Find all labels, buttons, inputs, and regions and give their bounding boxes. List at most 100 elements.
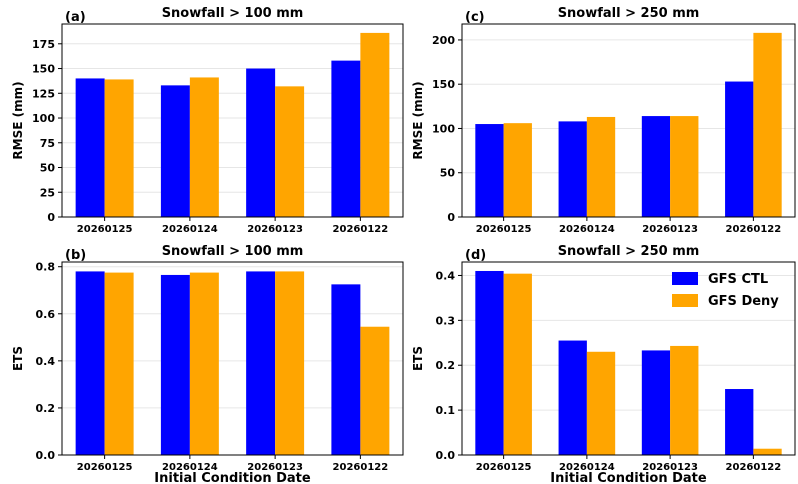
- y-tick-label: 0.4: [436, 269, 456, 282]
- y-tick-label: 100: [32, 112, 55, 125]
- bar-ctl-20260122: [331, 60, 361, 217]
- x-tick-label: 20260123: [247, 224, 303, 235]
- panel-label: (a): [65, 10, 86, 25]
- y-tick-label: 0.1: [436, 404, 456, 417]
- y-tick-label: 25: [40, 186, 55, 199]
- bar-ctl-20260122: [725, 81, 754, 217]
- y-axis-label: RMSE (mm): [411, 81, 425, 159]
- y-tick-label: 50: [440, 167, 456, 180]
- y-tick-label: 0.8: [36, 261, 56, 274]
- axes-frame: [461, 261, 796, 456]
- bar-deny-20260125: [503, 123, 532, 217]
- panel-label: (d): [465, 248, 486, 263]
- x-tick-label: 20260123: [642, 224, 698, 235]
- chart-title: Snowfall > 100 mm: [162, 6, 304, 21]
- y-tick-label: 175: [32, 38, 55, 51]
- axes-frame: [61, 23, 404, 218]
- bar-ctl-20260125: [75, 271, 105, 455]
- x-tick-label: 20260125: [476, 224, 532, 235]
- bar-deny-20260123: [670, 345, 699, 455]
- y-tick-label: 0: [47, 211, 55, 224]
- x-axis-label: Initial Condition Date: [550, 471, 707, 484]
- bar-deny-20260122: [753, 32, 782, 217]
- bar-ctl-20260122: [725, 389, 754, 455]
- chart-title: Snowfall > 100 mm: [162, 244, 304, 259]
- bar-deny-20260122: [360, 32, 390, 218]
- y-tick-label: 0.6: [36, 308, 56, 321]
- bar-deny-20260123: [670, 116, 699, 217]
- bar-ctl-20260125: [75, 78, 105, 217]
- x-tick-label: 20260125: [476, 462, 532, 473]
- bar-ctl-20260123: [641, 350, 671, 455]
- bar-deny-20260122: [360, 326, 390, 455]
- bar-deny-20260124: [189, 77, 219, 217]
- y-tick-label: 150: [32, 63, 55, 76]
- legend-swatch-deny: [672, 294, 698, 307]
- panel-d: 0.0 0.1 0.2 0.3 0.4 20260125 20260124 20260123 2…: [411, 244, 796, 484]
- x-tick-label: 20260123: [642, 462, 698, 473]
- bar-ctl-20260124: [160, 274, 190, 455]
- x-tick-label: 20260124: [559, 224, 615, 235]
- panel-a: 0 25 50 75 100 125 150 175 20260125 20260124 20260…: [11, 6, 404, 235]
- bar-deny-20260123: [275, 271, 305, 455]
- axes-frame: [461, 23, 796, 218]
- y-tick-label: 100: [432, 122, 455, 135]
- y-tick-label: 0.0: [436, 449, 456, 462]
- y-tick-label: 0.2: [36, 402, 56, 415]
- x-tick-label: 20260124: [162, 224, 218, 235]
- bar-ctl-20260125: [475, 124, 504, 217]
- bar-deny-20260124: [586, 351, 616, 455]
- bar-deny-20260125: [104, 79, 134, 217]
- y-tick-label: 125: [32, 87, 55, 100]
- legend-label-deny: GFS Deny: [708, 294, 779, 309]
- bar-ctl-20260124: [558, 340, 587, 455]
- panel-c: 0 50 100 150 200 20260125 20260124 20260123 2026…: [411, 6, 796, 235]
- bar-deny-20260125: [104, 272, 134, 455]
- bar-ctl-20260124: [160, 85, 190, 217]
- chart-title: Snowfall > 250 mm: [558, 244, 700, 259]
- bar-ctl-20260124: [558, 121, 587, 217]
- x-tick-label: 20260125: [77, 224, 133, 235]
- bar-deny-20260122: [753, 448, 782, 455]
- bar-ctl-20260123: [246, 68, 276, 218]
- panels: 0 25 50 75 100 125 150 175 20260125 20260124 20260…: [11, 6, 796, 484]
- chart-title: Snowfall > 250 mm: [558, 6, 700, 21]
- y-tick-label: 0.3: [436, 314, 456, 327]
- bar-deny-20260124: [586, 116, 616, 217]
- bar-deny-20260125: [503, 273, 532, 455]
- y-tick-label: 0.4: [36, 355, 56, 368]
- bar-ctl-20260123: [246, 271, 276, 455]
- axes-frame: [61, 261, 404, 456]
- y-tick-label: 150: [432, 78, 455, 91]
- y-tick-label: 50: [40, 162, 56, 175]
- x-tick-label: 20260124: [162, 462, 218, 473]
- bar-deny-20260123: [275, 86, 305, 217]
- y-axis-label: RMSE (mm): [11, 81, 25, 159]
- bar-ctl-20260122: [331, 284, 361, 455]
- x-tick-label: 20260122: [726, 224, 782, 235]
- y-tick-label: 0: [447, 211, 455, 224]
- x-axis-label: Initial Condition Date: [154, 471, 311, 484]
- x-tick-label: 20260122: [726, 462, 782, 473]
- y-tick-label: 0.2: [436, 359, 456, 372]
- panel-label: (c): [465, 10, 485, 25]
- bar-ctl-20260125: [475, 270, 504, 455]
- x-tick-label: 20260123: [247, 462, 303, 473]
- y-tick-label: 0.0: [36, 449, 56, 462]
- bar-deny-20260124: [189, 272, 219, 455]
- x-tick-label: 20260124: [559, 462, 615, 473]
- panel-b: 0.0 0.2 0.4 0.6 0.8 20260125 20260124 20260123 2…: [11, 244, 404, 484]
- x-tick-label: 20260122: [333, 462, 389, 473]
- bar-ctl-20260123: [641, 116, 671, 217]
- y-axis-label: ETS: [11, 346, 25, 371]
- legend-label-ctl: GFS CTL: [708, 272, 768, 287]
- legend: GFS CTL GFS Deny: [672, 272, 779, 309]
- x-tick-label: 20260122: [333, 224, 389, 235]
- y-tick-label: 200: [432, 34, 455, 47]
- x-tick-label: 20260125: [77, 462, 133, 473]
- y-tick-label: 75: [40, 137, 55, 150]
- y-axis-label: ETS: [411, 346, 425, 371]
- legend-swatch-ctl: [672, 272, 698, 285]
- panel-label: (b): [65, 248, 86, 263]
